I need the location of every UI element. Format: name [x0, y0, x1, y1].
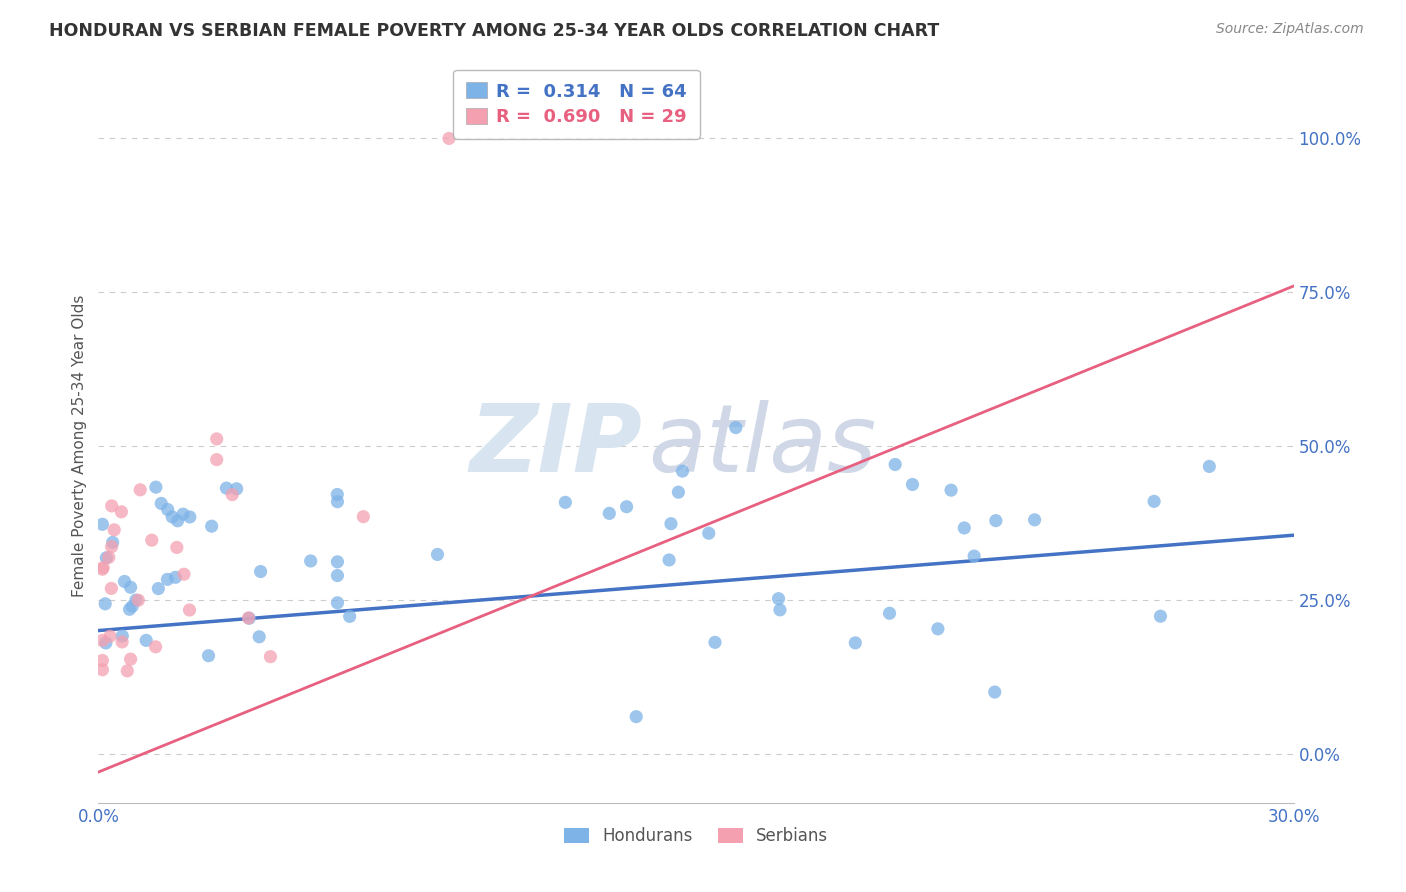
Point	[668, 485, 690, 500]
Point	[166, 541, 188, 555]
Point	[953, 521, 976, 535]
Point	[247, 630, 270, 644]
Point	[145, 640, 167, 654]
Point	[249, 565, 271, 579]
Point	[201, 519, 224, 533]
Point	[215, 481, 238, 495]
Point	[172, 507, 194, 521]
Point	[91, 517, 114, 532]
Point	[326, 568, 349, 582]
Point	[173, 567, 195, 582]
Point	[659, 516, 682, 531]
Point	[118, 602, 141, 616]
Point	[626, 709, 648, 723]
Point	[326, 494, 349, 508]
Point	[598, 507, 620, 521]
Point	[125, 593, 148, 607]
Legend: Hondurans, Serbians: Hondurans, Serbians	[557, 821, 835, 852]
Point	[879, 607, 901, 621]
Point	[339, 609, 361, 624]
Point	[1149, 609, 1171, 624]
Point	[100, 582, 122, 596]
Point	[326, 487, 349, 501]
Text: HONDURAN VS SERBIAN FEMALE POVERTY AMONG 25-34 YEAR OLDS CORRELATION CHART: HONDURAN VS SERBIAN FEMALE POVERTY AMONG…	[49, 22, 939, 40]
Point	[221, 487, 243, 501]
Point	[1198, 459, 1220, 474]
Point	[111, 635, 134, 649]
Point	[101, 535, 124, 549]
Text: atlas: atlas	[648, 401, 876, 491]
Point	[166, 514, 188, 528]
Point	[135, 633, 157, 648]
Point	[114, 574, 136, 589]
Point	[120, 580, 142, 594]
Point	[1143, 494, 1166, 508]
Point	[91, 633, 114, 648]
Text: Source: ZipAtlas.com: Source: ZipAtlas.com	[1216, 22, 1364, 37]
Point	[844, 636, 866, 650]
Point	[100, 499, 122, 513]
Point	[91, 562, 114, 576]
Point	[91, 560, 114, 574]
Point	[259, 649, 281, 664]
Point	[129, 483, 152, 497]
Point	[156, 572, 179, 586]
Point	[160, 509, 183, 524]
Point	[117, 664, 139, 678]
Point	[91, 663, 114, 677]
Point	[165, 570, 187, 584]
Point	[100, 540, 122, 554]
Point	[299, 554, 322, 568]
Point	[120, 652, 142, 666]
Point	[704, 635, 727, 649]
Point	[352, 509, 374, 524]
Point	[437, 131, 460, 145]
Point	[984, 685, 1007, 699]
Point	[197, 648, 219, 663]
Point	[179, 510, 201, 524]
Point	[963, 549, 986, 563]
Point	[150, 496, 173, 510]
Point	[121, 599, 143, 614]
Point	[901, 477, 924, 491]
Point	[110, 505, 132, 519]
Point	[127, 593, 149, 607]
Point	[238, 611, 260, 625]
Point	[1024, 513, 1046, 527]
Point	[97, 550, 120, 565]
Point	[205, 432, 228, 446]
Y-axis label: Female Poverty Among 25-34 Year Olds: Female Poverty Among 25-34 Year Olds	[72, 295, 87, 597]
Point	[927, 622, 949, 636]
Point	[145, 480, 167, 494]
Point	[326, 555, 349, 569]
Point	[884, 458, 907, 472]
Point	[554, 495, 576, 509]
Point	[238, 611, 260, 625]
Point	[94, 636, 117, 650]
Point	[984, 514, 1007, 528]
Point	[98, 629, 121, 643]
Point	[148, 582, 170, 596]
Point	[724, 420, 747, 434]
Point	[179, 603, 201, 617]
Point	[156, 502, 179, 516]
Point	[96, 550, 118, 565]
Point	[939, 483, 962, 498]
Point	[94, 597, 117, 611]
Point	[91, 653, 114, 667]
Point	[326, 596, 349, 610]
Point	[205, 452, 228, 467]
Point	[426, 548, 449, 562]
Point	[769, 603, 792, 617]
Point	[225, 482, 247, 496]
Point	[141, 533, 163, 548]
Point	[671, 464, 693, 478]
Point	[697, 526, 720, 541]
Point	[658, 553, 681, 567]
Point	[111, 629, 134, 643]
Point	[768, 591, 790, 606]
Text: ZIP: ZIP	[470, 400, 643, 492]
Point	[616, 500, 638, 514]
Point	[103, 523, 125, 537]
